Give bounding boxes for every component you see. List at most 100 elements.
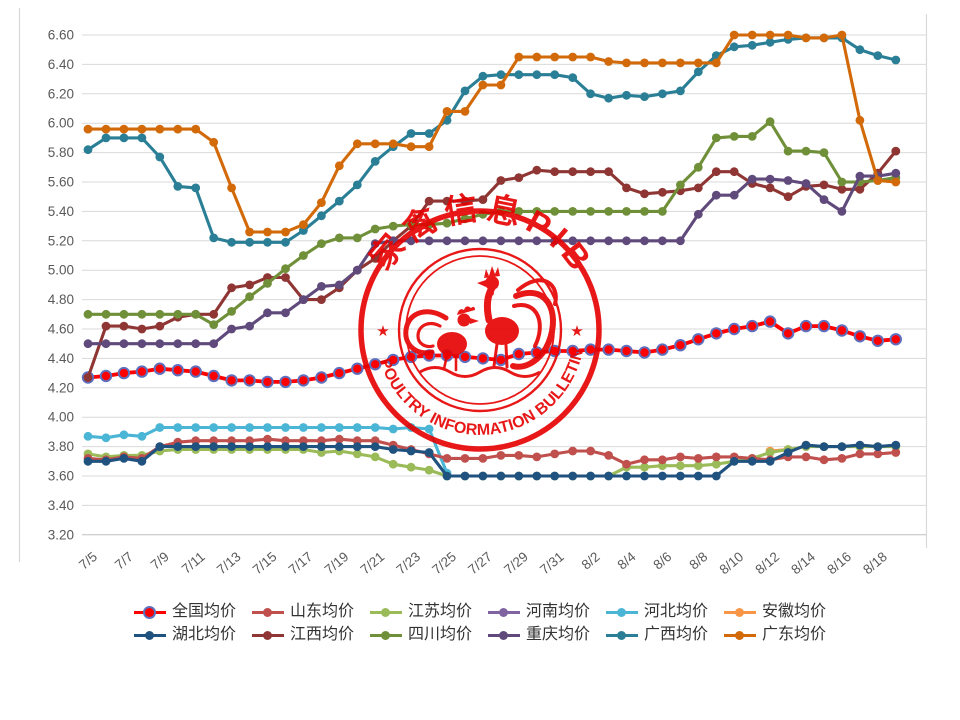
legend-item-sichuan[interactable]: 四川均价 xyxy=(369,627,472,643)
x-tick-label: 8/16 xyxy=(824,549,854,577)
series-sichuan-marker xyxy=(119,309,129,319)
x-tick-label: 7/13 xyxy=(214,549,244,577)
series-guangxi-marker xyxy=(891,55,901,65)
series-chongqing-marker xyxy=(299,295,308,304)
legend-marker-jiangxi xyxy=(251,630,284,641)
series-chongqing-marker xyxy=(711,190,721,200)
series-guangxi-marker xyxy=(676,86,685,96)
series-chongqing-marker xyxy=(83,339,93,349)
series-hebei-marker xyxy=(352,423,362,432)
legend-item-guangdong[interactable]: 广东均价 xyxy=(724,627,826,643)
series-guangdong-marker xyxy=(783,30,793,40)
series-quanguo-marker xyxy=(135,365,149,378)
y-tick-label: 6.20 xyxy=(48,86,74,101)
y-tick-label: 5.60 xyxy=(48,175,74,190)
series-quanguo-marker xyxy=(638,346,651,359)
x-tick-label: 8/12 xyxy=(752,549,782,577)
x-tick-label: 7/17 xyxy=(286,549,316,577)
series-quanguo-marker xyxy=(494,353,508,367)
series-quanguo-marker xyxy=(458,350,472,364)
series-chongqing-marker xyxy=(227,324,237,334)
series-hubei-marker xyxy=(568,471,578,481)
series-jiangxi-marker xyxy=(765,183,775,193)
series-sichuan-marker xyxy=(155,309,165,319)
series-hebei-marker xyxy=(424,424,434,434)
series-chongqing-line xyxy=(86,171,898,346)
series-chongqing-marker xyxy=(209,339,219,349)
x-tick-label: 7/19 xyxy=(322,549,352,577)
series-quanguo-marker xyxy=(99,369,113,383)
series-hubei-marker xyxy=(729,456,739,466)
series-guangdong-marker xyxy=(658,58,667,68)
stamp-ground-flourish xyxy=(419,366,541,378)
legend-marker-shandong xyxy=(251,607,284,618)
series-hubei-marker xyxy=(460,471,470,481)
series-quanguo-marker xyxy=(333,366,346,380)
legend-label-hebei: 河北均价 xyxy=(644,603,709,620)
x-tick-label: 7/23 xyxy=(393,549,423,577)
series-jiangxi-marker xyxy=(119,321,129,331)
series-shandong-marker xyxy=(693,454,703,463)
legend-item-anhui[interactable]: 安徽均价 xyxy=(724,604,826,620)
series-quanguo-marker xyxy=(243,374,256,387)
series-sichuan-marker xyxy=(550,207,560,216)
legend-item-jiangxi[interactable]: 江西均价 xyxy=(251,627,354,643)
x-tick-label: 7/29 xyxy=(501,549,531,577)
series-sichuan-marker xyxy=(406,220,416,230)
legend-item-quanguo[interactable]: 全国均价 xyxy=(133,604,236,620)
series-sichuan-marker xyxy=(334,233,344,243)
y-tick-label: 5.00 xyxy=(48,263,74,278)
series-hubei-marker xyxy=(550,471,560,481)
series-hubei-marker xyxy=(424,448,434,457)
series-sichuan-marker xyxy=(532,207,542,216)
series-guangxi-marker xyxy=(747,40,757,50)
series-hubei-marker xyxy=(532,471,542,481)
series-chongqing-marker xyxy=(406,236,416,246)
series-sichuan-marker xyxy=(388,221,398,231)
series-guangdong-marker xyxy=(352,139,362,149)
series-sichuan-marker xyxy=(586,207,595,216)
legend-item-henan[interactable]: 河南均价 xyxy=(488,604,590,620)
series-guangdong-marker xyxy=(137,124,147,134)
series-chongqing-marker xyxy=(245,321,255,331)
series-quanguo-marker xyxy=(279,375,292,389)
series-guangdong-marker xyxy=(173,124,183,134)
legend-item-chongqing[interactable]: 重庆均价 xyxy=(488,627,590,643)
stamp-star-icon: ★ xyxy=(570,323,583,340)
series-guangdong-marker xyxy=(191,124,201,134)
series-hubei-marker xyxy=(281,442,290,451)
series-jiangxi-marker xyxy=(819,180,829,190)
legend-item-shandong[interactable]: 山东均价 xyxy=(251,604,354,620)
series-guangdong xyxy=(83,30,901,237)
y-tick-label: 4.00 xyxy=(48,410,74,425)
series-guangxi-marker xyxy=(83,145,93,155)
series-hubei-marker xyxy=(676,471,685,481)
series-jiangsu-marker xyxy=(370,452,380,462)
series-hubei-marker xyxy=(765,456,775,466)
series-quanguo-marker xyxy=(225,374,238,387)
series-guangxi-marker xyxy=(263,237,272,247)
series-jiangxi-marker xyxy=(514,173,524,183)
series-chongqing-marker xyxy=(119,339,129,349)
series-hubei-marker xyxy=(101,456,111,466)
series-jiangxi-marker xyxy=(83,373,93,382)
x-tick-label: 8/2 xyxy=(579,549,603,573)
series-quanguo-marker xyxy=(207,369,220,383)
series-guangdong-marker xyxy=(604,57,613,66)
series-chongqing-marker xyxy=(855,171,865,181)
legend-item-hubei[interactable]: 湖北均价 xyxy=(133,626,236,643)
legend-item-jiangsu[interactable]: 江苏均价 xyxy=(369,604,472,620)
legend-marker-chongqing xyxy=(488,630,520,641)
series-guangdong-marker xyxy=(119,124,129,134)
y-tick-label: 5.80 xyxy=(48,145,74,160)
legend-marker-guangdong xyxy=(724,630,757,641)
series-hubei-marker xyxy=(855,440,865,450)
legend-label-hubei: 湖北均价 xyxy=(171,626,236,643)
series-sichuan-marker xyxy=(801,146,811,156)
legend-item-hebei[interactable]: 河北均价 xyxy=(606,604,708,620)
series-hubei-marker xyxy=(299,442,308,451)
stamp-inner-ring-2 xyxy=(405,255,555,405)
y-tick-label: 5.20 xyxy=(48,233,74,248)
legend-item-guangxi[interactable]: 广西均价 xyxy=(606,627,708,643)
